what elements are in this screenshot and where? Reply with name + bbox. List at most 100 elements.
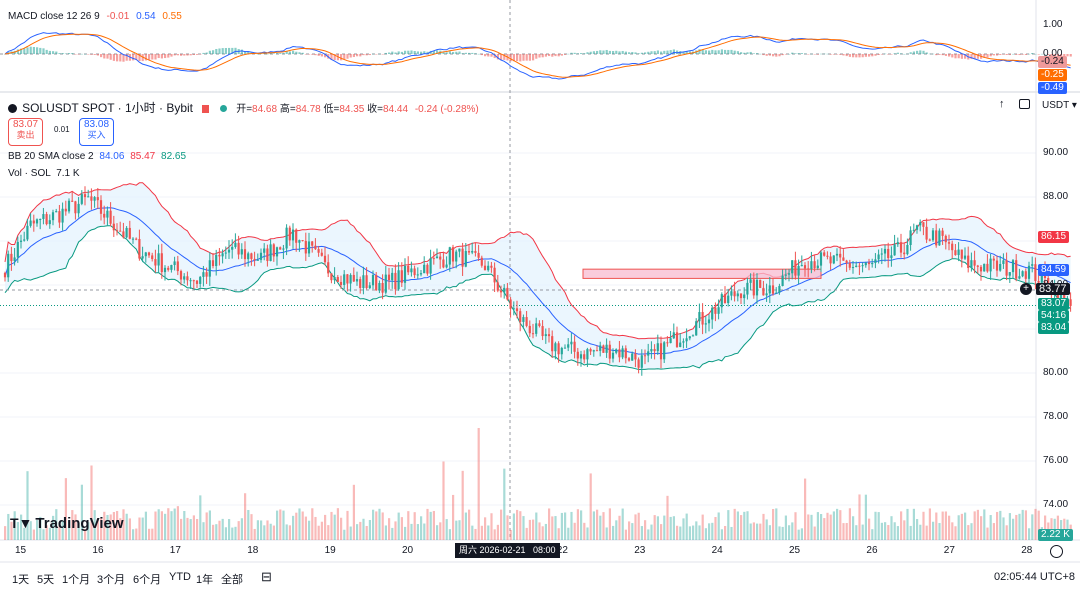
vol-legend[interactable]: Vol · SOL 7.1 K [8,168,80,179]
macd-hist-bar [167,54,170,58]
candle-body [394,272,397,290]
candle-body [506,287,509,300]
price-tag-last: 83.77 [1036,283,1070,295]
macd-hist-bar [788,53,791,55]
range-button[interactable]: 1天 [12,574,30,586]
volume-bar [420,516,423,540]
macd-hist-bar [624,51,627,54]
candle-body [880,253,883,255]
range-button[interactable]: YTD [169,571,191,583]
macd-hist-bar [36,47,39,54]
volume-bar [26,471,29,540]
macd-hist-bar [701,49,704,54]
volume-bar [983,509,986,540]
candle-body [903,252,906,255]
candle-body [861,265,864,267]
symbol-icon[interactable] [8,104,17,113]
macd-hist-bar [778,54,781,57]
macd-hist-bar [32,46,35,54]
macd-hist-bar [580,53,583,54]
volume-bar [167,508,170,540]
range-button[interactable]: 6个月 [133,574,162,586]
macd-hist-bar [266,53,269,55]
volume-bar [544,523,547,540]
candle-body [243,249,247,260]
candle-body [103,213,106,218]
arrow-up-icon[interactable]: ↑ [999,98,1005,110]
buy-button[interactable]: 83.08 买入 [79,118,114,146]
range-button[interactable]: 3个月 [97,574,126,586]
bb-basis: 84.06 [99,151,125,162]
macd-hist-bar [932,53,935,55]
volume-bar [109,514,112,540]
macd-hist-bar [813,54,816,55]
range-button[interactable]: 1年 [196,574,214,586]
candle-body [93,197,96,201]
range-button[interactable]: 1个月 [62,574,91,586]
bb-legend[interactable]: BB 20 SMA close 2 84.06 85.47 82.65 [8,151,186,162]
volume-bar [938,523,941,540]
candle-body [826,255,829,257]
volume-bar [912,508,915,540]
add-icon[interactable]: + [1020,283,1032,295]
candle-body [362,275,365,288]
range-button[interactable]: 5天 [37,574,55,586]
volume-bar [708,523,711,540]
volume-bar [781,526,784,540]
sell-button[interactable]: 83.07 卖出 [8,118,43,146]
macd-hist: -0.01 [106,11,130,22]
volume-bar [349,526,352,540]
bb-lower: 82.65 [161,151,187,162]
vol-value: 7.1 K [56,168,80,179]
price-tag-basis: 84.59 [1038,264,1070,276]
close-value: 84.44 [383,104,409,115]
volume-bar [701,514,704,540]
candle-body [538,323,541,327]
volume-bar [45,525,48,540]
candle-body [365,275,368,289]
candle-body [541,326,544,337]
candle-body [762,287,765,296]
volume-bar [272,525,275,540]
change-value: -0.24 (-0.28%) [414,104,479,115]
macd-hist-bar [896,52,899,54]
macd-hist-bar [480,54,483,56]
candle-body [650,349,653,352]
candle-body [685,338,688,342]
range-button[interactable]: 全部 [221,574,243,586]
flag-icon[interactable] [202,105,210,113]
symbol-title[interactable]: SOLUSDT SPOT · 1小时 · Bybit [22,101,193,115]
macd-hist-bar [784,54,787,55]
macd-hist-bar [125,54,128,61]
macd-hist-bar [653,51,656,54]
volume-bar [151,528,154,540]
macd-hist-bar [890,54,893,55]
candle-body [720,294,723,308]
macd-hist-bar [368,54,371,56]
currency-select[interactable]: USDT ▾ [1042,100,1077,111]
settings-icon[interactable] [1050,545,1063,558]
price-axis-label: 76.00 [1043,455,1069,466]
volume-bar [554,516,557,540]
macd-hist-bar [647,51,650,54]
volume-bar [848,508,851,540]
calendar-icon[interactable]: ⊟ [261,569,272,584]
fullscreen-icon[interactable] [1019,99,1030,109]
clock-label: 02:05:44 UTC+8 [994,571,1076,583]
volume-bar [832,511,835,540]
candle-body [173,261,176,266]
candle-body [554,343,557,352]
candle-body [51,212,55,221]
macd-hist-bar [173,54,176,56]
volume-bar [266,520,269,540]
candle-body [39,218,42,220]
macd-hist-bar [986,54,989,58]
volume-bar [484,517,487,540]
candle-body [115,230,119,232]
candle-body [931,230,935,241]
macd-hist-bar [77,54,80,55]
volume-bar [407,511,410,540]
volume-bar [16,522,19,540]
